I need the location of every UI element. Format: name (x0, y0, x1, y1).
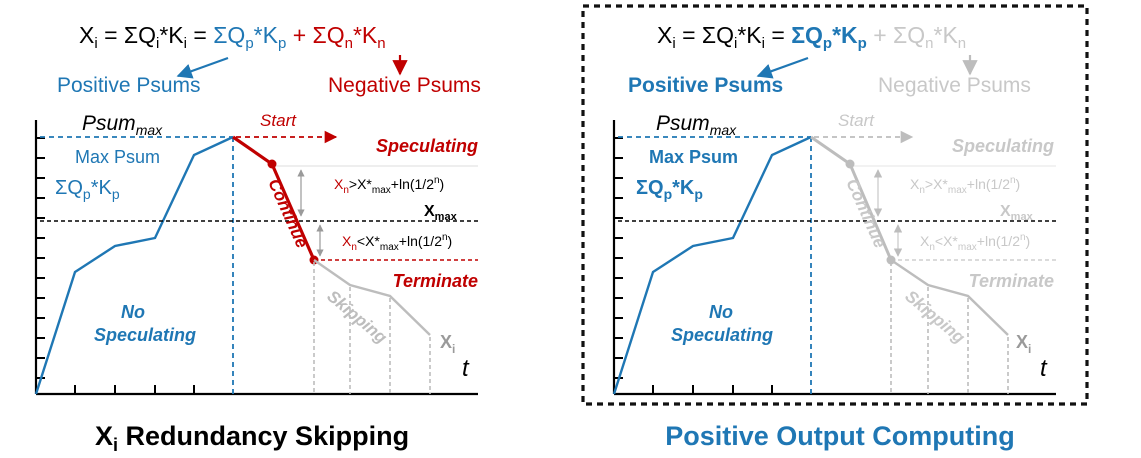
condition-upper: Xn>X*max+ln(1/2n) (334, 175, 444, 196)
right-panel: Xi = ΣQi*Ki = ΣQp*Kp + ΣQn*Kn Positive P… (581, 4, 1089, 451)
right-max-psum-label: Max Psum (649, 147, 738, 167)
right-no-speculating-label: Speculating (671, 325, 773, 345)
left-equation: Xi = ΣQi*Ki = ΣQp*Kp + ΣQn*Kn (79, 22, 386, 52)
positive-psums-label: Positive Psums (57, 74, 201, 97)
start-label: Start (260, 111, 297, 130)
right-positive-psums-label: Positive Psums (628, 74, 783, 97)
skipping-curve (313, 259, 431, 336)
continue-point-upper (267, 159, 277, 169)
right-x-max-label: Xmax (1000, 203, 1034, 223)
right-no-label: No (709, 302, 733, 322)
max-psum-label: Max Psum (75, 147, 160, 167)
x-ticks (74, 385, 195, 394)
no-speculating-label: Speculating (94, 325, 196, 345)
right-y-ticks (614, 137, 623, 379)
right-skipping-label: Skipping (901, 287, 969, 348)
right-condition-lower: Xn<X*max+ln(1/2n) (920, 232, 1030, 253)
positive-psum-curve (34, 135, 234, 395)
skipping-verticals (313, 262, 431, 394)
terminate-label: Terminate (393, 271, 478, 291)
right-terminate-label: Terminate (969, 271, 1054, 291)
negative-psums-label: Negative Psums (328, 74, 481, 97)
right-t-axis-label: t (1040, 355, 1048, 382)
right-negative-psums-label: Negative Psums (878, 74, 1031, 97)
right-skipping-curve (890, 259, 1009, 336)
speculating-label: Speculating (376, 136, 478, 156)
right-equation: Xi = ΣQi*Ki = ΣQp*Kp + ΣQn*Kn (657, 22, 966, 52)
right-positive-psums-arrow (756, 56, 809, 79)
right-continue-point-upper (845, 159, 855, 169)
left-panel: Xi = ΣQi*Ki = ΣQp*Kp + ΣQn*Kn Positive P… (34, 22, 481, 455)
right-psum-max-label: Psummax (656, 112, 737, 138)
condition-lower: Xn<X*max+ln(1/2n) (342, 232, 452, 253)
right-skipping-verticals (890, 262, 1009, 394)
t-axis-label: t (462, 355, 470, 382)
right-x-ticks (652, 385, 773, 394)
positive-psums-arrow (176, 56, 229, 79)
right-continue-label: Continue (842, 176, 889, 251)
right-caption: Positive Output Computing (665, 421, 1014, 451)
continue-label: Continue (264, 176, 311, 251)
sum-qk-label: ΣQp*Kp (55, 177, 120, 202)
y-ticks (36, 137, 45, 379)
no-label: No (121, 302, 145, 322)
right-condition-upper: Xn>X*max+ln(1/2n) (910, 175, 1020, 196)
right-speculating-label: Speculating (952, 136, 1054, 156)
psum-max-label: Psummax (82, 112, 163, 138)
right-sum-qk-label: ΣQp*Kp (636, 177, 703, 202)
highlight-frame (581, 4, 1089, 406)
right-start-label: Start (838, 111, 875, 130)
xi-label: Xi (440, 332, 455, 356)
x-max-label: Xmax (424, 203, 458, 223)
skipping-label: Skipping (323, 287, 391, 348)
left-caption: Xi Redundancy Skipping (95, 421, 409, 455)
right-xi-label: Xi (1016, 332, 1031, 356)
right-positive-psum-curve (612, 135, 812, 395)
